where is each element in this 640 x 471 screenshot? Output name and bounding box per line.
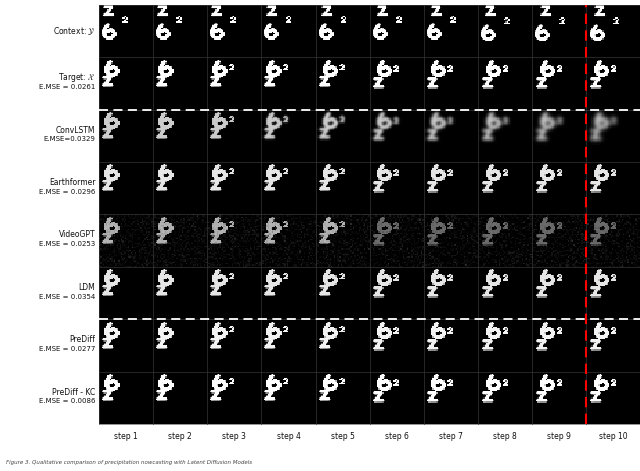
Text: step 5: step 5 <box>331 432 355 441</box>
Text: E.MSE = 0.0253: E.MSE = 0.0253 <box>39 241 95 247</box>
Text: step 9: step 9 <box>547 432 571 441</box>
Text: LDM: LDM <box>79 283 95 292</box>
Text: ConvLSTM: ConvLSTM <box>56 126 95 135</box>
Text: E.MSE = 0.0261: E.MSE = 0.0261 <box>39 84 95 90</box>
Text: E.MSE=0.0329: E.MSE=0.0329 <box>44 137 95 142</box>
Text: PreDiff: PreDiff <box>70 335 95 344</box>
Text: Earthformer: Earthformer <box>49 178 95 187</box>
Text: VideoGPT: VideoGPT <box>59 230 95 239</box>
Text: step 3: step 3 <box>223 432 246 441</box>
Text: step 2: step 2 <box>168 432 192 441</box>
Text: Context: $\mathcal{Y}$: Context: $\mathcal{Y}$ <box>52 25 95 37</box>
Text: step 4: step 4 <box>276 432 300 441</box>
Text: E.MSE = 0.0296: E.MSE = 0.0296 <box>39 189 95 195</box>
Text: E.MSE = 0.0086: E.MSE = 0.0086 <box>39 398 95 405</box>
Text: step 8: step 8 <box>493 432 516 441</box>
Text: Figure 3. Qualitative comparison of precipitation nowcasting with Latent Diffusi: Figure 3. Qualitative comparison of prec… <box>6 460 253 465</box>
Text: step 6: step 6 <box>385 432 408 441</box>
Text: step 7: step 7 <box>439 432 463 441</box>
Text: E.MSE = 0.0277: E.MSE = 0.0277 <box>39 346 95 352</box>
Text: Target: $\mathcal{X}$: Target: $\mathcal{X}$ <box>58 71 95 84</box>
Text: step 10: step 10 <box>598 432 627 441</box>
Text: PreDiff - KC: PreDiff - KC <box>52 388 95 397</box>
Text: E.MSE = 0.0354: E.MSE = 0.0354 <box>39 294 95 300</box>
Text: step 1: step 1 <box>115 432 138 441</box>
